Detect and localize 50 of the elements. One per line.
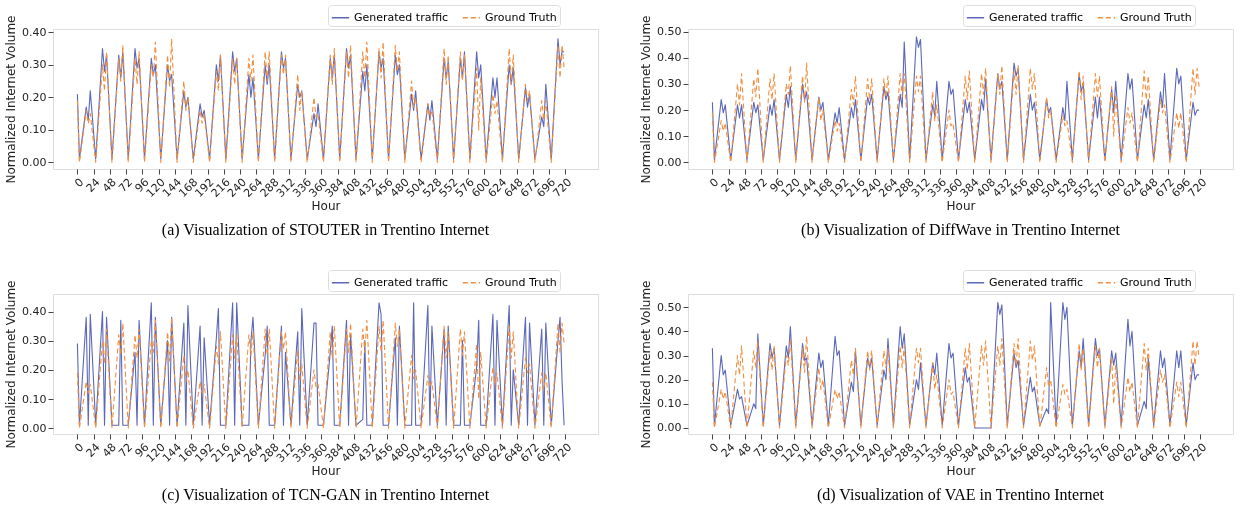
y-tick-label: 0.00	[657, 421, 682, 435]
legend-label: Generated traffic	[989, 275, 1084, 289]
x-axis-title: Hour	[946, 464, 976, 479]
line-series	[711, 36, 1200, 161]
y-axis-title: Normalized Internet Volume	[4, 280, 19, 449]
legend-label: Generated traffic	[989, 10, 1084, 24]
text: (c) Visualization of TCN-GAN in Trentino Internet	[161, 485, 490, 504]
y-axis-title: Normalized Internet Volume	[639, 15, 654, 184]
y-axis-title: Normalized Internet Volume	[639, 280, 654, 449]
y-tick-label: 0.10	[657, 129, 682, 143]
x-tick-label: 72	[116, 175, 136, 195]
y-tick-label: 0.10	[22, 123, 47, 137]
y-axis-title: Normalized Internet Volume	[4, 15, 19, 184]
x-axis-title: Hour	[946, 199, 976, 214]
y-tick-label: 0.50	[657, 25, 682, 39]
y-tick-label: 0.10	[657, 397, 682, 411]
y-tick-label: 0.30	[22, 334, 47, 348]
text: (b) Visualization of DiffWave in Trentino Internet	[801, 220, 1121, 239]
legend-label: Ground Truth	[1120, 275, 1192, 289]
x-axis-title: Hour	[311, 199, 341, 214]
y-tick-label: 0.20	[22, 90, 47, 104]
line-series	[711, 62, 1200, 164]
y-tick-label: 0.30	[22, 58, 47, 72]
y-tick-label: 0.40	[657, 324, 682, 338]
y-tick-label: 0.10	[22, 392, 47, 406]
line-series	[711, 335, 1200, 429]
y-tick-label: 0.30	[657, 349, 682, 363]
y-tick-label: 0.20	[657, 103, 682, 117]
y-tick-label: 0.20	[657, 373, 682, 387]
x-axis-title: Hour	[311, 464, 341, 479]
legend-label: Ground Truth	[485, 10, 557, 24]
y-tick-label: 0.40	[22, 305, 47, 318]
y-tick-label: 0.00	[22, 421, 47, 435]
line-series	[711, 301, 1200, 429]
legend-label: Ground Truth	[1120, 10, 1192, 24]
y-tick-label: 0.40	[22, 25, 47, 39]
y-tick-label: 0.50	[657, 300, 682, 314]
y-tick-label: 0.30	[657, 77, 682, 91]
x-tick-label: 72	[751, 440, 771, 460]
y-tick-label: 0.40	[657, 51, 682, 65]
y-tick-label: 0.00	[657, 155, 682, 169]
legend-label: Generated traffic	[354, 10, 449, 24]
x-tick-label: 72	[116, 440, 136, 460]
legend-label: Generated traffic	[354, 275, 449, 289]
y-tick-label: 0.00	[22, 155, 47, 169]
x-tick-label: 72	[751, 175, 771, 195]
y-tick-label: 0.20	[22, 363, 47, 377]
text: (d) Visualization of VAE in Trentino Internet	[816, 485, 1105, 504]
legend-label: Ground Truth	[485, 275, 557, 289]
text: (a) Visualization of STOUTER in Trentino Internet	[161, 220, 490, 239]
